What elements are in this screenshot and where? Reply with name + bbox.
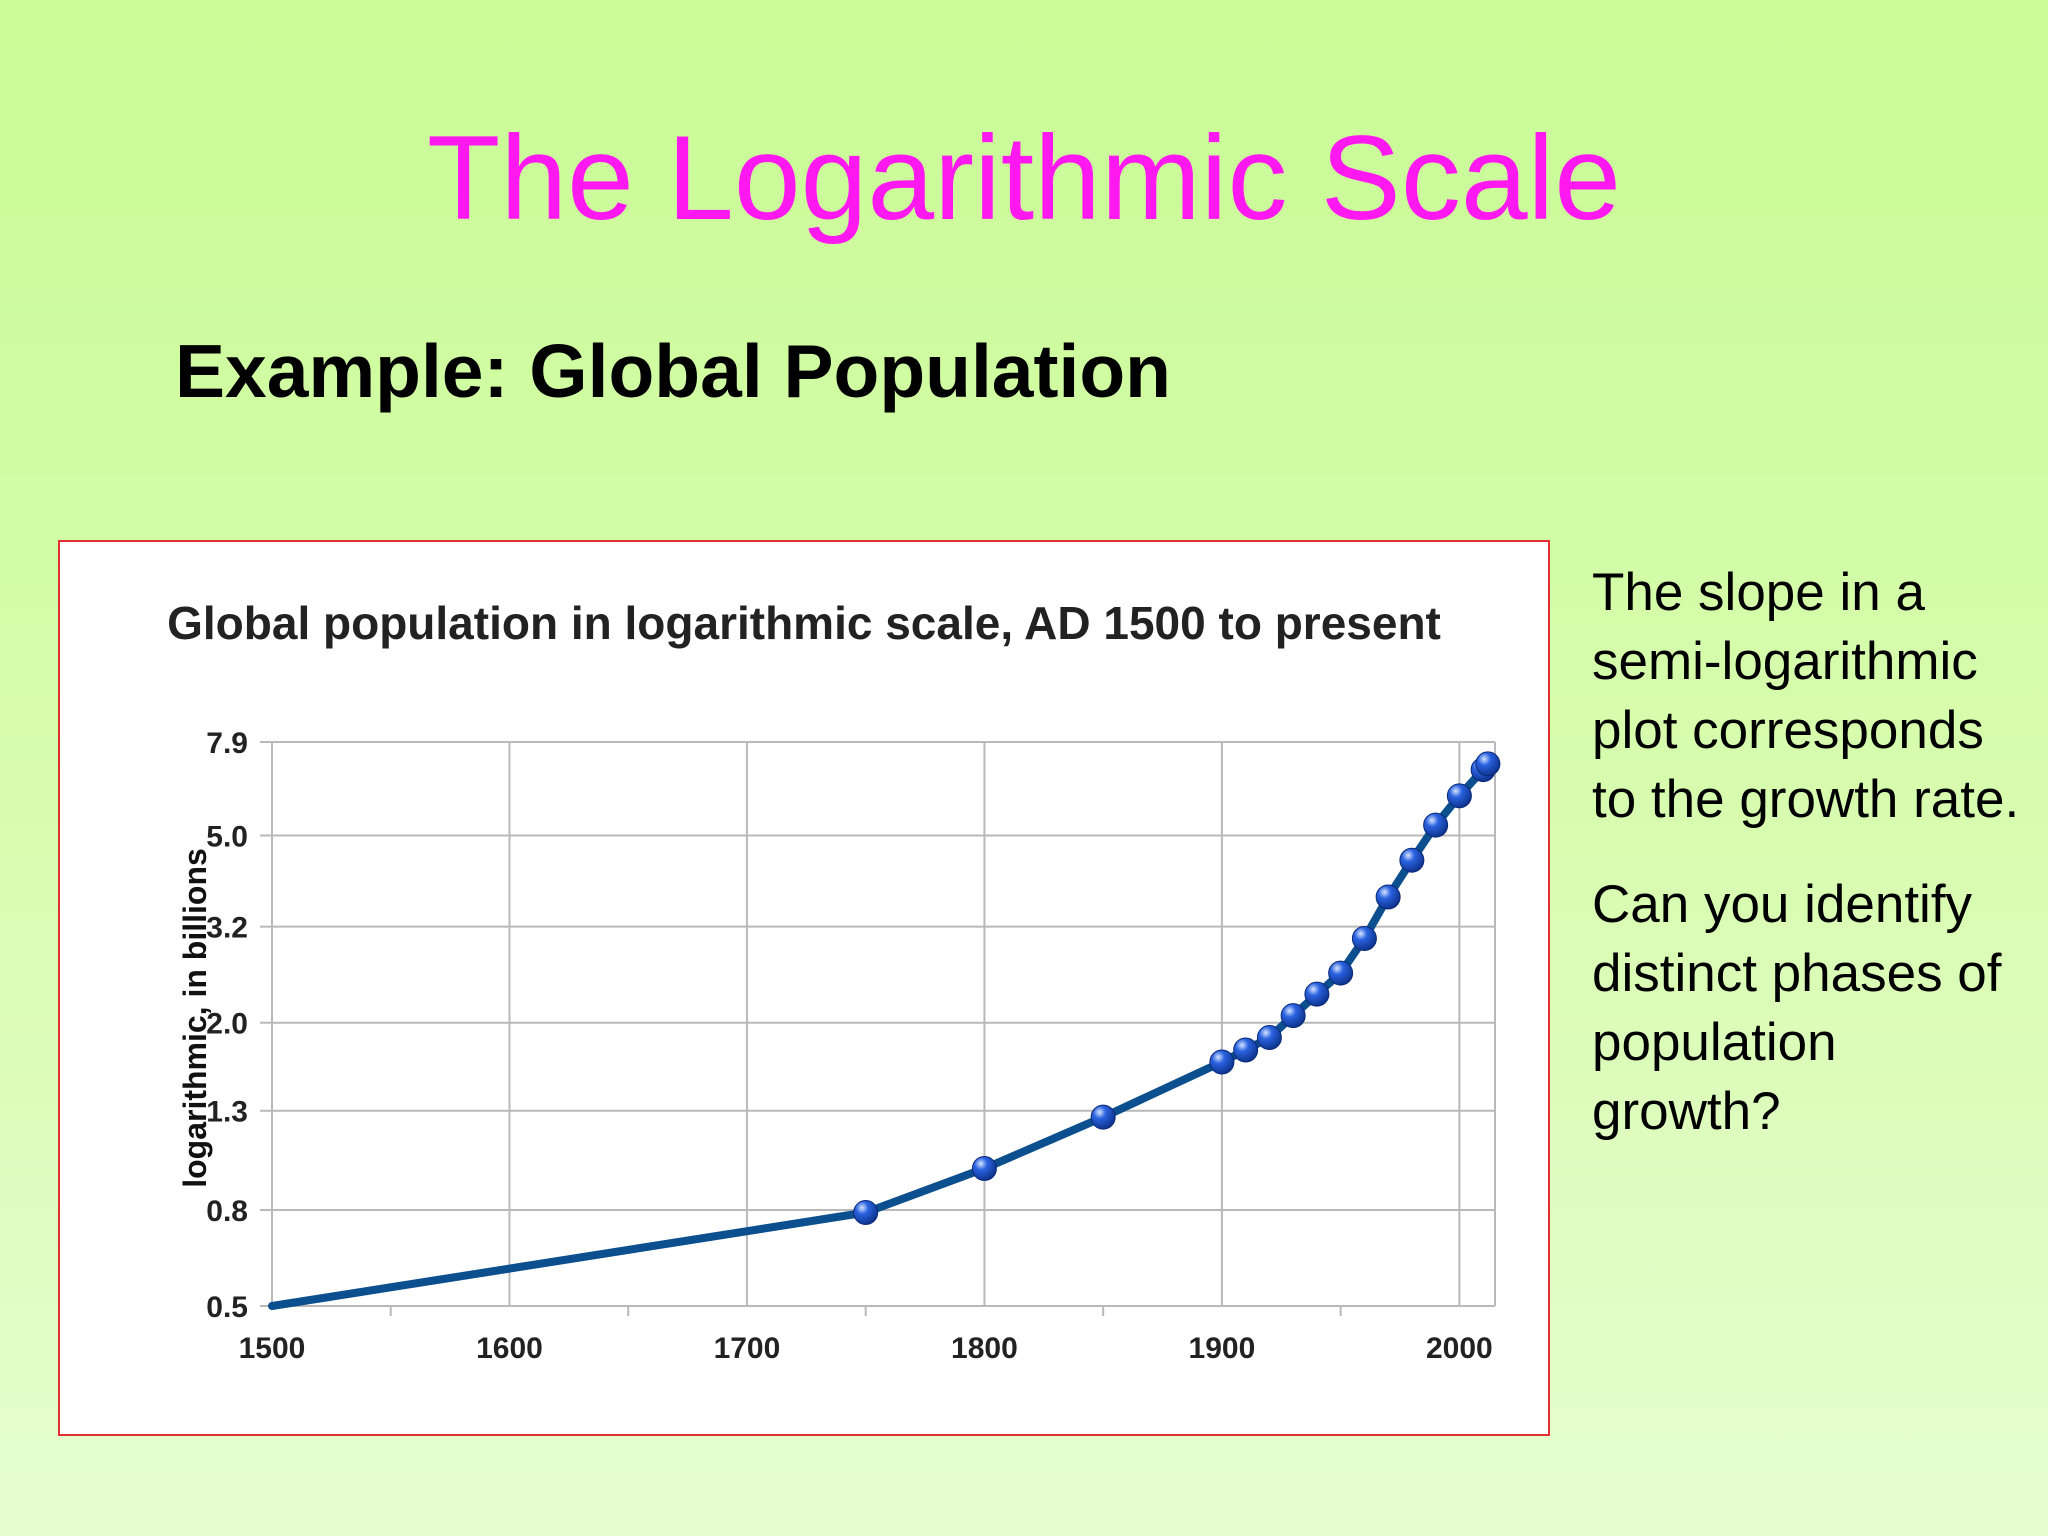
x-tick-label: 1500	[239, 1332, 306, 1365]
data-point	[1423, 812, 1449, 838]
side-text-paragraph-2: Can you identify distinct phases of popu…	[1592, 875, 2002, 1141]
y-tick-label: 0.8	[206, 1195, 248, 1228]
data-point	[1475, 751, 1501, 777]
data-point	[1375, 884, 1401, 910]
y-tick-label: 3.2	[206, 912, 248, 945]
side-text-paragraph-1: The slope in a semi-logarithmic plot cor…	[1592, 563, 2020, 829]
data-point	[1090, 1104, 1116, 1130]
data-point	[1328, 960, 1354, 986]
data-point	[1399, 847, 1425, 873]
side-text: The slope in a semi-logarithmic plot cor…	[1592, 558, 2032, 1182]
data-point	[1256, 1025, 1282, 1051]
population-chart: 0.5 0.8 1.3 2.0 3.2 5.0 7.9 1500 1600 1700 1800 190…	[177, 727, 1501, 1365]
y-tick-label: 1.3	[206, 1096, 248, 1129]
data-point	[1351, 926, 1377, 952]
data-point	[1446, 783, 1472, 809]
data-point	[853, 1200, 879, 1226]
y-tick-label: 7.9	[206, 727, 248, 760]
slide-title: The Logarithmic Scale	[427, 111, 1621, 245]
y-axis-label: logarithmic, in billions	[177, 848, 213, 1188]
slide-subtitle: Example: Global Population	[175, 329, 1171, 413]
data-point	[971, 1155, 997, 1181]
x-tick-label: 1600	[476, 1332, 543, 1365]
y-tick-label: 0.5	[206, 1291, 248, 1324]
data-point	[1280, 1003, 1306, 1029]
x-tick-label: 1800	[951, 1332, 1018, 1365]
chart-title: Global population in logarithmic scale, …	[167, 597, 1441, 649]
data-point	[1304, 981, 1330, 1007]
x-tick-label: 1900	[1189, 1332, 1256, 1365]
y-tick-label: 5.0	[206, 820, 248, 853]
chart-frame: Global population in logarithmic scale, …	[58, 540, 1550, 1436]
data-point	[1233, 1037, 1259, 1063]
y-tick-label: 2.0	[206, 1008, 248, 1041]
x-tick-label: 1700	[714, 1332, 781, 1365]
series-line	[268, 759, 1492, 1310]
data-point	[1209, 1049, 1235, 1075]
x-tick-label: 2000	[1426, 1332, 1493, 1365]
